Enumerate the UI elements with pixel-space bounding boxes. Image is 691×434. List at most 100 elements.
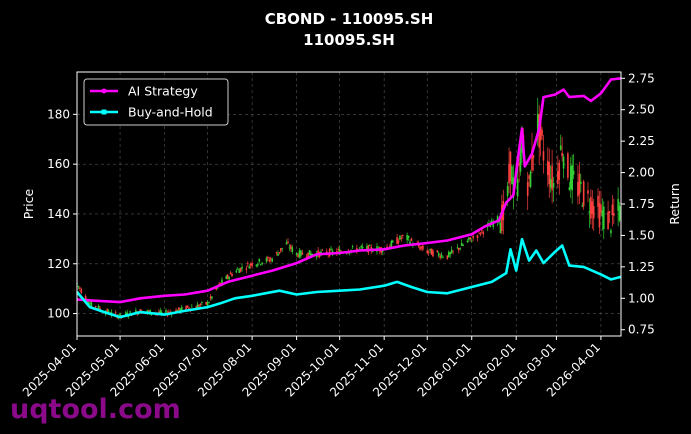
candle-body (617, 198, 619, 211)
candle-body (396, 237, 398, 245)
candle-body (390, 240, 393, 247)
candle-body (518, 163, 520, 166)
legend-marker-buy-and-hold (101, 109, 107, 115)
strategy-lines (76, 77, 622, 319)
candle-body (551, 165, 553, 191)
candle-body (472, 235, 474, 238)
candle-body (602, 206, 605, 230)
legend-marker-ai-strategy (101, 88, 107, 94)
chart-title: CBOND - 110095.SH (265, 10, 434, 28)
candle-body (400, 238, 403, 239)
candle-body (317, 250, 319, 256)
candle-body (255, 264, 258, 267)
candle-body (209, 296, 212, 299)
candle-body (581, 205, 584, 207)
candle-body (231, 273, 233, 277)
candle-body (215, 287, 218, 290)
candle-body (331, 250, 334, 254)
candle-body (281, 247, 284, 249)
candle-body (371, 250, 374, 252)
candle-body (460, 242, 463, 246)
y-tick-label-right: 1.75 (628, 197, 655, 211)
candle-body (613, 213, 615, 216)
candle-body (501, 204, 503, 232)
y-tick-label-right: 1.25 (628, 260, 655, 274)
candle-body (159, 310, 162, 314)
candle-body (590, 196, 592, 219)
candle-body (397, 240, 400, 243)
candle-body (429, 248, 431, 251)
candle-body (440, 254, 443, 257)
candle-body (587, 190, 589, 194)
candle-body (308, 250, 311, 256)
candle-body (419, 246, 421, 250)
candle-body (437, 253, 440, 256)
chart-subtitle: 110095.SH (303, 31, 395, 49)
candle-body (536, 113, 539, 135)
candle-body (146, 310, 149, 313)
candle-body (422, 245, 424, 250)
candle-body (226, 274, 229, 279)
candle-body (561, 152, 563, 157)
candle-body (558, 162, 561, 180)
candle-body (245, 268, 248, 270)
candle-body (528, 175, 530, 179)
candle-body (479, 232, 482, 235)
candle-body (241, 266, 243, 269)
candle-body (201, 302, 203, 303)
candle-body (80, 289, 83, 294)
candle-body (482, 231, 485, 235)
candle-body (221, 279, 223, 284)
candle-body (178, 307, 180, 310)
y-tick-label-right: 2.25 (628, 134, 655, 148)
candle-body (129, 311, 131, 313)
candle-body (361, 246, 364, 249)
candle-body (130, 315, 133, 317)
candle-body (571, 165, 573, 191)
candle-body (568, 187, 571, 190)
candle-body (598, 203, 601, 228)
candle-body (297, 254, 299, 257)
candle-body (307, 252, 309, 258)
candle-body (288, 247, 291, 249)
candle-body (125, 312, 127, 315)
candle-body (267, 257, 269, 259)
candle-body (611, 204, 614, 215)
series-line-buy-and-hold (76, 237, 622, 319)
candle-body (539, 120, 542, 141)
candle-body (569, 166, 572, 190)
candle-body (106, 309, 108, 314)
legend: AI Strategy Buy-and-Hold (83, 78, 229, 126)
candle-body (301, 252, 304, 255)
candle-body (290, 245, 292, 249)
candle-body (251, 263, 253, 267)
candle-body (275, 252, 278, 254)
candle-body (90, 301, 93, 307)
candle-body (310, 253, 312, 256)
candle-body (601, 210, 604, 217)
candle-body (391, 240, 394, 243)
candle-body (158, 312, 160, 314)
candle-body (447, 251, 450, 257)
candle-body (600, 204, 602, 213)
candle-body (165, 310, 167, 313)
candle-body (449, 252, 451, 255)
candle-body (597, 195, 599, 207)
candle-body (291, 247, 294, 253)
candle-body (236, 268, 239, 270)
candle-body (426, 250, 429, 254)
candle-body (420, 246, 423, 248)
candle-body (381, 250, 384, 252)
candle-body (196, 304, 199, 309)
candle-body (186, 305, 189, 308)
candle-body (468, 237, 470, 240)
candle-body (578, 173, 581, 195)
candle-body (432, 250, 434, 257)
candle-body (409, 241, 411, 245)
y-axis-label-right: Return (667, 183, 682, 224)
candle-body (188, 307, 190, 310)
candle-body (436, 250, 439, 252)
candle-body (259, 264, 262, 266)
candle-body (498, 221, 500, 223)
candle-body (549, 179, 552, 188)
